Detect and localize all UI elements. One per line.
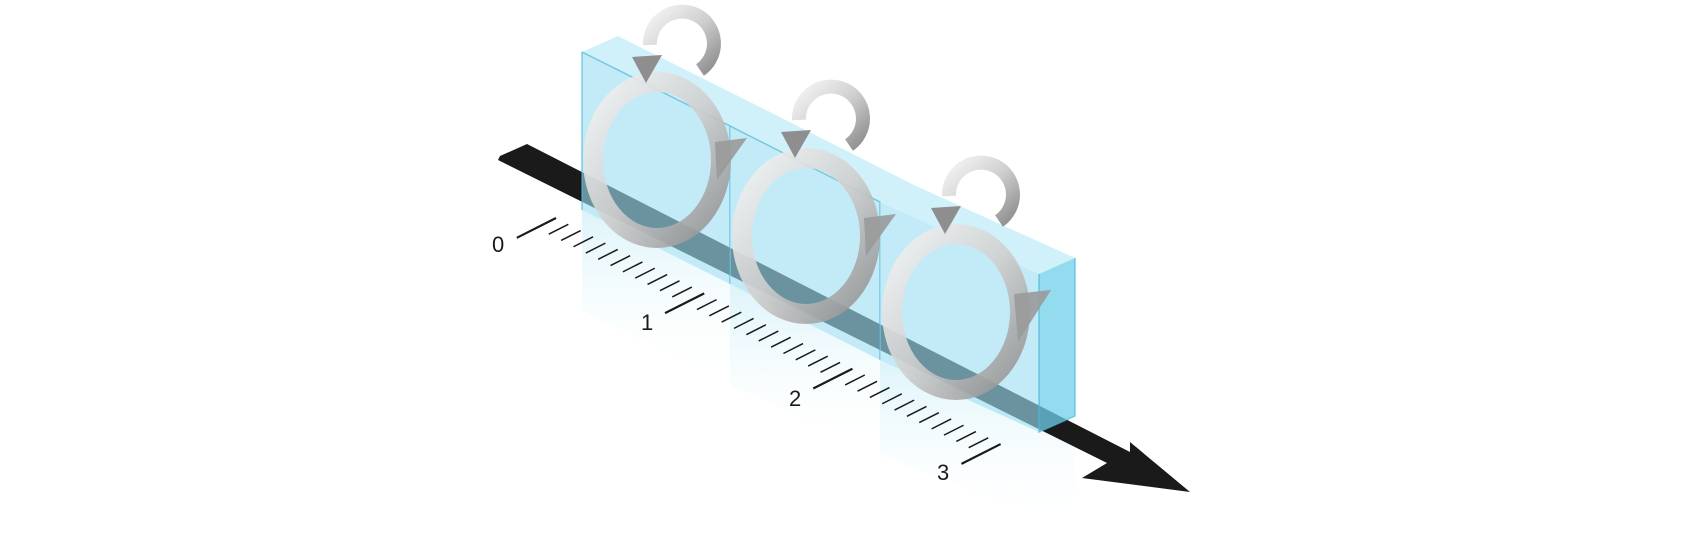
scale-minor-tick	[844, 374, 866, 386]
scale-label-3: 3	[937, 460, 949, 485]
scale-major-tick	[664, 292, 705, 315]
scale-minor-tick	[585, 242, 606, 254]
scale-minor-tick	[659, 280, 680, 292]
scale-label-2: 2	[789, 386, 801, 411]
block-reflections	[582, 210, 1075, 530]
scale-minor-tick	[634, 267, 656, 279]
scale-minor-tick	[807, 355, 829, 367]
scale-minor-tick	[733, 317, 754, 330]
scale-minor-tick	[573, 236, 594, 248]
scale-major-tick	[516, 217, 557, 239]
rotation-arrow-icon-1	[583, 72, 747, 248]
scale-minor-tick	[894, 399, 915, 411]
scale-minor-tick	[968, 437, 989, 449]
scale-minor-tick	[795, 349, 816, 361]
scale-minor-tick	[746, 324, 767, 336]
scale-major-tick	[960, 443, 1002, 465]
scale-minor-tick	[610, 255, 631, 267]
rotation-arrow-icon-3	[882, 224, 1051, 400]
scale-minor-tick	[622, 261, 643, 273]
scale-minor-tick	[721, 311, 742, 323]
scale-minor-tick	[548, 223, 569, 235]
scale-label-1: 1	[641, 310, 653, 335]
distance-scale	[516, 217, 1002, 465]
rotation-arrow-icon-top-3	[931, 155, 1020, 234]
scale-minor-tick	[820, 361, 841, 374]
scale-label-0: 0	[492, 232, 504, 257]
scale-minor-tick	[671, 286, 693, 298]
scale-minor-tick	[906, 405, 927, 417]
scale-minor-tick	[955, 430, 977, 443]
scale-minor-tick	[783, 342, 804, 355]
scale-minor-tick	[560, 229, 582, 242]
rotation-arrow-icon-top-2	[781, 79, 870, 158]
scale-minor-tick	[869, 386, 890, 399]
scale-minor-tick	[918, 412, 940, 424]
scale-minor-tick	[696, 298, 717, 311]
scale-minor-tick	[943, 424, 964, 436]
scale-minor-tick	[770, 336, 791, 348]
scale-minor-tick	[857, 380, 878, 392]
scale-minor-tick	[931, 418, 952, 430]
scale-major-tick	[812, 367, 853, 390]
scale-minor-tick	[647, 273, 668, 286]
rotation-arrow-icon-top-1	[632, 4, 721, 83]
scale-minor-tick	[881, 393, 903, 405]
rotation-arrow-icon-2	[732, 148, 896, 324]
scale-minor-tick	[758, 330, 779, 342]
scale-minor-tick	[708, 305, 730, 317]
scale-minor-tick	[597, 248, 619, 260]
